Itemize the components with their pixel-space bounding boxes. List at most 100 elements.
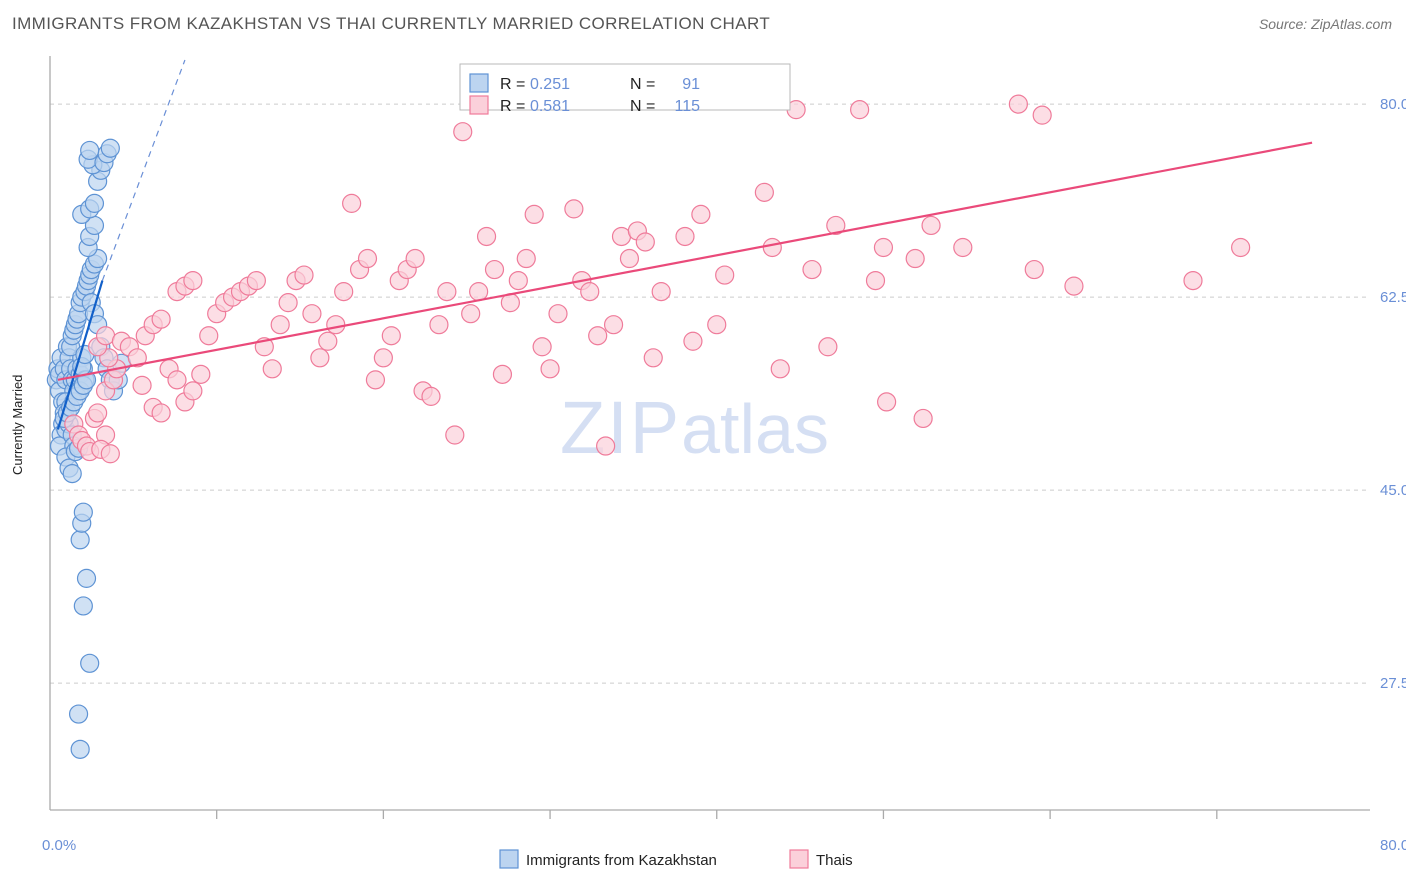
y-tick-label: 27.5% [1380,675,1406,692]
scatter-point [541,360,559,378]
scatter-point [430,316,448,334]
scatter-point [533,338,551,356]
scatter-point [716,266,734,284]
scatter-point [1009,95,1027,113]
scatter-point [1025,261,1043,279]
legend-r-value: 0.581 [530,98,570,115]
scatter-point [406,250,424,268]
scatter-point [335,283,353,301]
scatter-point [422,387,440,405]
legend-n-value: 115 [674,98,700,115]
scatter-point [327,316,345,334]
scatter-point [620,250,638,268]
scatter-point [1033,106,1051,124]
scatter-point [652,283,670,301]
scatter-point [366,371,384,389]
scatter-point [613,227,631,245]
scatter-point [438,283,456,301]
scatter-point [692,205,710,223]
scatter-point [63,465,81,483]
scatter-point [549,305,567,323]
scatter-point [589,327,607,345]
scatter-point [81,141,99,159]
scatter-point [184,272,202,290]
scatter-point [1065,277,1083,295]
scatter-point [565,200,583,218]
bottom-legend-label: Immigrants from Kazakhstan [526,852,717,869]
scatter-point [517,250,535,268]
bottom-legend-swatch [500,850,518,868]
scatter-point [85,194,103,212]
scatter-point [867,272,885,290]
legend-swatch [470,74,488,92]
y-tick-label: 80.0% [1380,96,1406,113]
scatter-point [470,283,488,301]
scatter-point [71,531,89,549]
scatter-point [878,393,896,411]
x-start-label: 0.0% [42,837,76,854]
scatter-point [263,360,281,378]
scatter-point [597,437,615,455]
scatter-point [644,349,662,367]
legend-swatch [470,96,488,114]
scatter-point [755,183,773,201]
legend-n-label: N = [630,98,655,115]
scatter-point [192,365,210,383]
scatter-point [581,283,599,301]
scatter-point [819,338,837,356]
scatter-point [922,216,940,234]
scatter-point [319,332,337,350]
scatter-point [152,310,170,328]
scatter-point [89,404,107,422]
scatter-point [851,101,869,119]
scatter-point [454,123,472,141]
scatter-point [359,250,377,268]
y-tick-label: 62.5% [1380,289,1406,306]
legend-r-value: 0.251 [530,76,570,93]
scatter-point [874,239,892,257]
scatter-point [914,409,932,427]
scatter-point [78,569,96,587]
scatter-point [101,139,119,157]
scatter-point [708,316,726,334]
scatter-point [247,272,265,290]
scatter-point [101,445,119,463]
scatter-point [152,404,170,422]
scatter-point [803,261,821,279]
scatter-point [81,654,99,672]
scatter-point [71,740,89,758]
series-pink [65,95,1250,463]
scatter-point [605,316,623,334]
trendline-dash-blue [102,60,185,281]
bottom-legend-label: Thais [816,852,853,869]
scatter-point [771,360,789,378]
scatter-point [1184,272,1202,290]
y-axis-label: Currently Married [10,375,25,475]
legend-r-label: R = [500,76,525,93]
correlation-scatter-chart: 27.5%45.0%62.5%80.0%0.0%80.0%Currently M… [0,0,1406,892]
scatter-point [382,327,400,345]
x-end-label: 80.0% [1380,837,1406,854]
scatter-point [1232,239,1250,257]
scatter-point [311,349,329,367]
scatter-point [478,227,496,245]
legend-n-value: 91 [682,76,700,93]
scatter-point [525,205,543,223]
scatter-point [676,227,694,245]
legend-n-label: N = [630,76,655,93]
scatter-point [295,266,313,284]
scatter-point [303,305,321,323]
scatter-point [74,503,92,521]
scatter-point [374,349,392,367]
scatter-point [343,194,361,212]
scatter-point [200,327,218,345]
bottom-legend-swatch [790,850,808,868]
scatter-point [462,305,480,323]
scatter-point [74,597,92,615]
scatter-point [271,316,289,334]
scatter-point [70,705,88,723]
scatter-point [133,376,151,394]
scatter-point [684,332,702,350]
scatter-point [493,365,511,383]
scatter-point [954,239,972,257]
